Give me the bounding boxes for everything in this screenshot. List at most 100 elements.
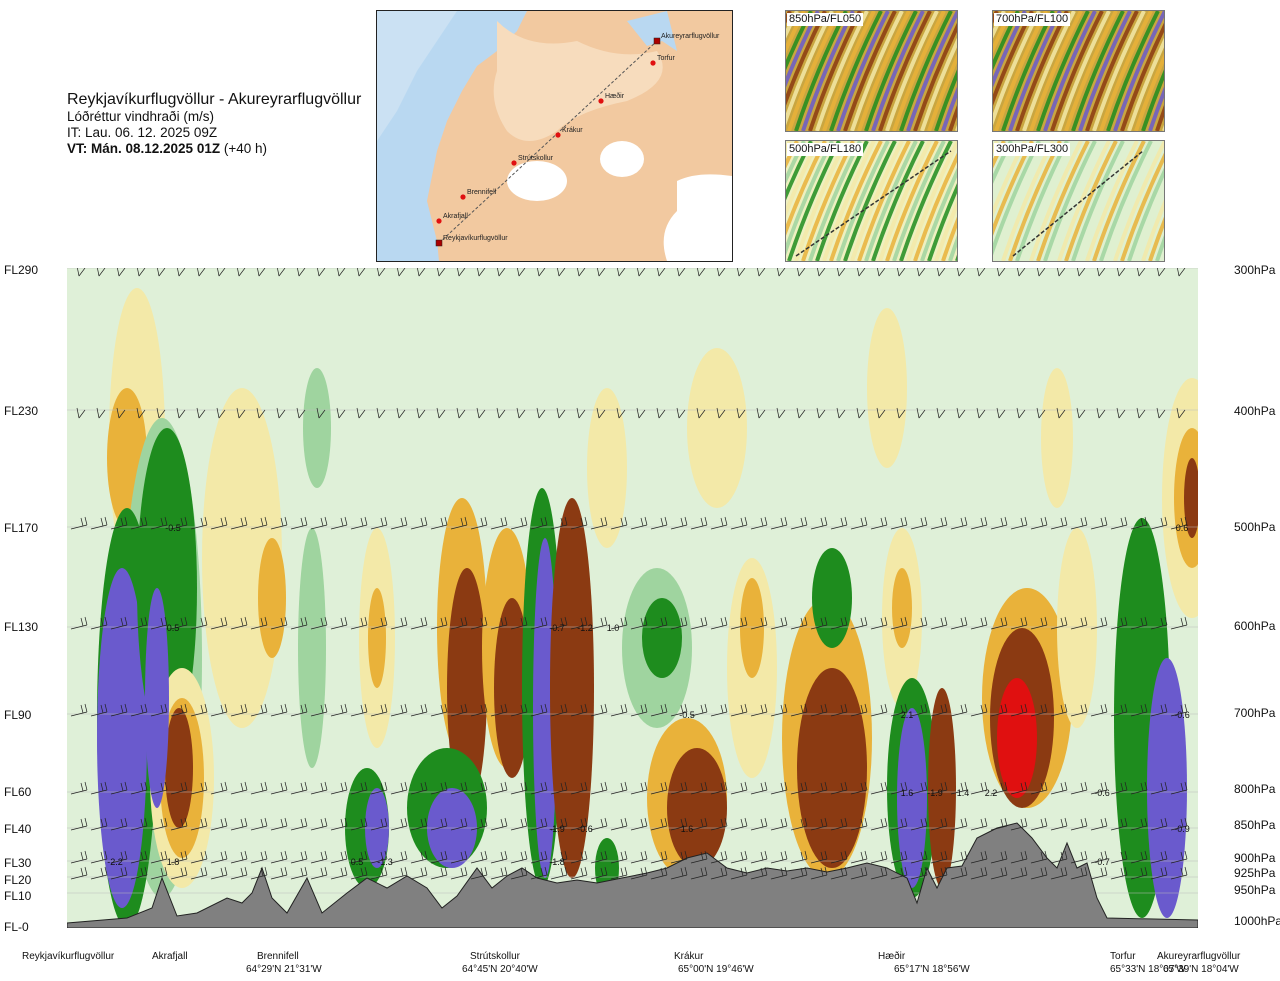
wind-barb <box>190 781 208 795</box>
inset-stripe <box>941 216 957 261</box>
wind-barb <box>470 781 488 795</box>
inset-stripe <box>913 22 957 131</box>
wind-barb <box>1070 616 1088 630</box>
wind-barb <box>370 781 388 795</box>
inset-stripe <box>1148 86 1164 131</box>
wind-barb <box>1170 817 1188 831</box>
wind-barb <box>1136 407 1146 419</box>
wind-barb <box>390 817 408 831</box>
wind-barb <box>90 616 108 630</box>
waypoint-coord-strutskollur: 64°45'N 20°40'W <box>462 964 538 975</box>
wind-barb <box>310 850 328 864</box>
inset-stripe <box>1085 141 1139 261</box>
wind-barb <box>190 703 208 717</box>
wind-barb <box>997 268 1006 277</box>
wind-barb <box>210 866 228 880</box>
wind-barb <box>650 781 668 795</box>
wind-barb <box>437 268 446 277</box>
inset-stripe <box>1043 11 1097 131</box>
wind-barb <box>370 703 388 717</box>
wind-barb <box>610 817 628 831</box>
wind-barb <box>390 866 408 880</box>
wind-barb <box>1110 616 1128 630</box>
wind-barb <box>1037 268 1046 277</box>
wind-barb <box>1070 817 1088 831</box>
inset-stripe <box>1141 199 1164 261</box>
wind-barb <box>636 407 646 419</box>
wind-barb <box>970 516 988 530</box>
wind-barb <box>717 268 726 277</box>
wind-barb <box>1137 268 1146 277</box>
wind-barb <box>250 781 268 795</box>
wind-barb <box>356 407 366 419</box>
wind-barb <box>956 407 966 419</box>
wind-barb <box>230 616 248 630</box>
wind-barb <box>330 616 348 630</box>
max-value-label: 2.2 <box>985 788 998 798</box>
wind-barb <box>1130 850 1148 864</box>
wind-barb <box>290 516 308 530</box>
inset-stripe <box>1071 141 1125 261</box>
wind-barb <box>550 850 568 864</box>
wind-barb <box>730 516 748 530</box>
wind-barb <box>1017 268 1026 277</box>
wind-barb <box>1150 616 1168 630</box>
wind-barb <box>710 516 728 530</box>
title-block: Reykjavíkurflugvöllur - Akureyrarflugvöl… <box>67 90 377 157</box>
wind-barb <box>977 268 986 277</box>
wind-barb <box>750 866 768 880</box>
wind-barb <box>196 407 206 419</box>
wind-barb <box>1116 407 1126 419</box>
wind-barb <box>470 616 488 630</box>
waypoint-coord-haedir: 65°17'N 18°56'W <box>894 964 970 975</box>
wind-barb <box>757 268 766 277</box>
wind-barb <box>670 781 688 795</box>
wind-barb <box>1010 781 1028 795</box>
wind-barb <box>670 866 688 880</box>
wind-barb <box>230 703 248 717</box>
wind-barb <box>530 703 548 717</box>
wind-barb <box>170 817 188 831</box>
wind-barb <box>130 616 148 630</box>
wind-barb <box>357 268 366 277</box>
wind-barb <box>517 268 526 277</box>
wind-barb <box>770 781 788 795</box>
wind-barb <box>250 703 268 717</box>
wind-cell-moderate-up <box>258 538 286 658</box>
wind-barb <box>670 703 688 717</box>
map-waypoint-marker <box>555 132 561 138</box>
inset-stripe <box>1113 11 1164 131</box>
inset-stripe <box>892 11 946 131</box>
wind-barb <box>170 703 188 717</box>
wind-barb <box>790 703 808 717</box>
wind-barb <box>377 268 386 277</box>
wind-barb <box>510 516 528 530</box>
wind-barb <box>316 407 326 419</box>
wind-barb <box>170 781 188 795</box>
wind-barb <box>150 850 168 864</box>
max-value-label: -0.7 <box>1094 857 1110 867</box>
wind-barb <box>176 407 186 419</box>
waypoint-coord-akureyri: 65°39'N 18°04'W <box>1163 964 1239 975</box>
wind-barb <box>297 268 306 277</box>
wind-barb <box>430 850 448 864</box>
wind-barb <box>310 516 328 530</box>
wind-barb <box>110 616 128 630</box>
inset-700hpa: 700hPa/FL100 <box>992 10 1165 132</box>
wind-barb <box>197 268 206 277</box>
waypoint-name-haedir: Hæðir <box>878 951 906 962</box>
wind-barb <box>1010 616 1028 630</box>
wind-barb <box>777 268 786 277</box>
wind-barb <box>330 850 348 864</box>
valid-time: VT: Mán. 08.12.2025 01Z (+40 h) <box>67 141 377 157</box>
wind-cell-strong-up <box>667 748 727 868</box>
map-waypoint-marker <box>460 194 466 200</box>
wind-barb <box>910 817 928 831</box>
wind-barb <box>990 516 1008 530</box>
fl-label-10: FL10 <box>4 889 32 903</box>
wind-barb <box>116 407 126 419</box>
wind-barb <box>1170 781 1188 795</box>
fl-label-290: FL290 <box>4 263 39 277</box>
wind-barb <box>1150 866 1168 880</box>
map-waypoint-marker <box>653 37 661 45</box>
